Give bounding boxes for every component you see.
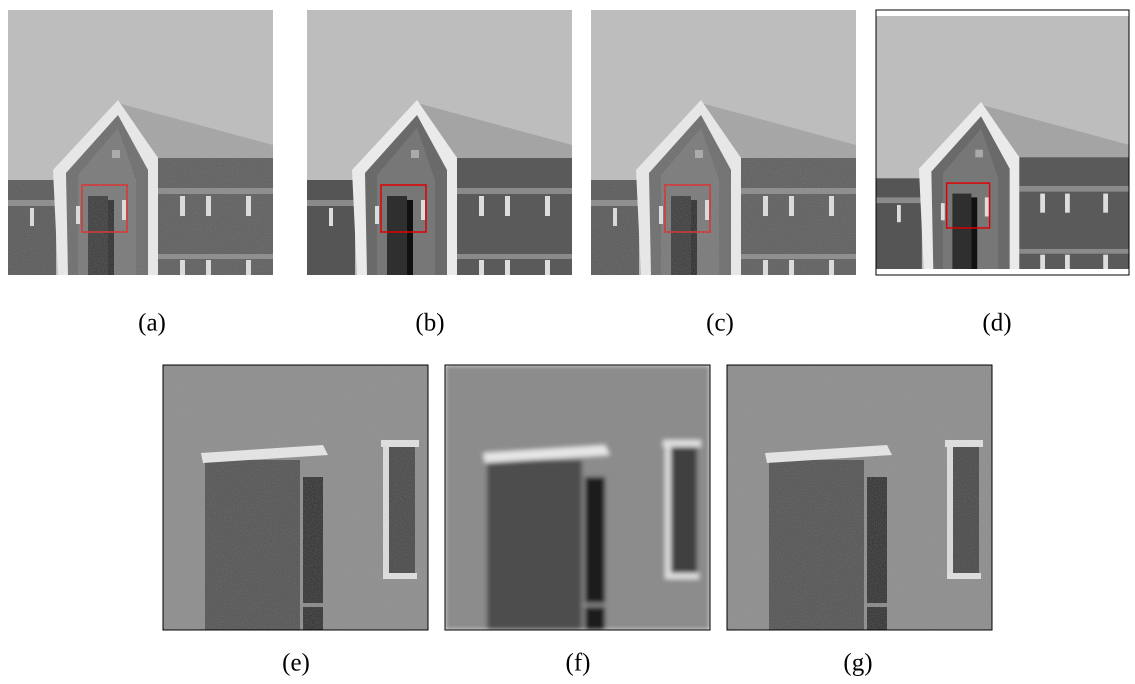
- image-c: [591, 10, 856, 275]
- image-a: [8, 10, 273, 275]
- panel-label: (c): [706, 310, 734, 337]
- image-g: [727, 365, 992, 630]
- image-d: [876, 10, 1129, 275]
- image-b: [307, 10, 572, 275]
- page: (a) (b) (c) (d) (e) (f) (g) (() => { con…: [0, 0, 1135, 684]
- panel-label: (e): [282, 650, 310, 677]
- image-f: [445, 365, 710, 630]
- panel-label: (f): [566, 650, 591, 677]
- panel-label: (d): [982, 310, 1011, 337]
- panel-label: (g): [843, 650, 872, 677]
- panel-label: (a): [138, 310, 166, 337]
- figure: (a) (b) (c) (d) (e) (f) (g): [0, 0, 1135, 684]
- panel-label: (b): [415, 310, 444, 337]
- image-e: [163, 365, 428, 630]
